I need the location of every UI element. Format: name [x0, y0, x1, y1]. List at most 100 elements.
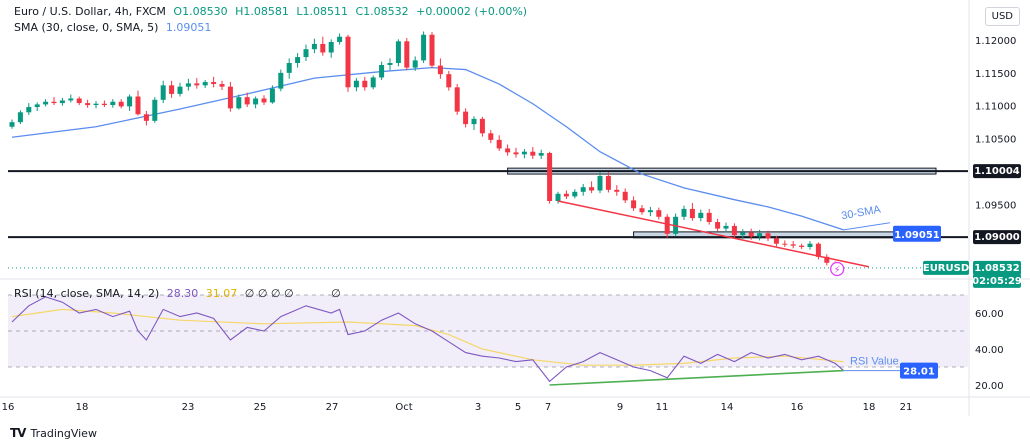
candle-body — [34, 104, 40, 108]
axis-badge-label: 02:05:29 — [972, 276, 1022, 287]
candle-body — [353, 80, 359, 88]
candle-body — [169, 85, 175, 94]
candle-body — [614, 189, 620, 192]
brand[interactable]: TV TradingView — [10, 426, 97, 440]
time-tick-label: 11 — [656, 402, 669, 413]
candle-body — [379, 64, 385, 78]
candle-body — [152, 99, 158, 121]
candle-body — [723, 225, 729, 229]
sma-legend[interactable]: SMA (30, close, 0, SMA, 5) 1.09051 — [14, 21, 215, 34]
rsi-tick-label: 20.00 — [975, 381, 1004, 392]
candle-body — [345, 36, 351, 88]
candle-body — [488, 133, 494, 140]
candle-body — [370, 77, 376, 88]
candle-body — [76, 98, 82, 104]
candle-body — [118, 101, 124, 107]
candle-body — [622, 191, 628, 201]
candle-body — [143, 114, 149, 121]
candle-body — [715, 222, 721, 229]
rsi-ma-legend-value: 31.07 — [205, 287, 238, 300]
axis-badge-bg — [973, 164, 1021, 179]
candle-body — [563, 193, 569, 197]
candle-body — [706, 212, 712, 223]
candle-body — [437, 65, 443, 75]
currency-button[interactable]: USD — [984, 7, 1020, 26]
candle-body — [580, 187, 586, 192]
rsi-legend[interactable]: RSI (14, close, SMA, 14, 2) 28.30 31.07 … — [14, 287, 345, 300]
candle-body — [43, 101, 49, 105]
ohlc-high: H1.08581 — [235, 5, 289, 18]
candle-body — [194, 83, 200, 86]
candle-body — [253, 98, 259, 105]
rsi-legend-extra: ∅ ∅ ∅ ∅ — [244, 287, 294, 300]
axis-badge-bg — [973, 273, 1021, 288]
brand-name: TradingView — [30, 426, 97, 440]
time-tick-label: 16 — [791, 402, 804, 413]
rsi-line — [11, 296, 844, 383]
axis-badge-bg — [923, 260, 969, 275]
sma-line — [11, 66, 844, 231]
candle-body — [202, 82, 208, 86]
time-tick-label: 5 — [515, 402, 521, 413]
axis-badge-bg — [893, 225, 941, 242]
ohlc-change: +0.00002 (+0.00%) — [416, 5, 528, 18]
candle-body — [269, 88, 275, 103]
candle-body — [101, 103, 107, 106]
sma-annotation-label: 30-SMA — [840, 204, 882, 223]
axis-badge-label: 1.08532 — [974, 263, 1020, 274]
candle-body — [521, 151, 527, 155]
candle-body — [631, 200, 637, 209]
time-tick-label: Oct — [395, 402, 412, 413]
candle-body — [597, 176, 603, 191]
candle-body — [773, 238, 779, 244]
time-tick-label: 27 — [326, 402, 339, 413]
candle-body — [547, 153, 553, 201]
axis-badge-label: 1.09051 — [894, 230, 940, 241]
candle-body — [765, 233, 771, 239]
axis-badge-bg — [973, 260, 1021, 275]
candle-body — [261, 98, 267, 103]
candle-body — [362, 80, 368, 88]
candle-body — [93, 103, 99, 106]
candle-body — [160, 85, 166, 100]
rsi-tick-label: 60.00 — [975, 309, 1004, 320]
candle-body — [479, 118, 485, 134]
candle-body — [278, 72, 284, 89]
candle-body — [236, 97, 242, 109]
candle-body — [404, 41, 410, 68]
sma-legend-value: 1.09051 — [165, 21, 212, 34]
candle-body — [513, 152, 519, 155]
time-tick-label: 16 — [2, 402, 15, 413]
time-tick-label: 7 — [545, 402, 551, 413]
candle-body — [471, 118, 477, 125]
ohlc-open: O1.08530 — [173, 5, 228, 18]
time-tick-label: 25 — [254, 402, 267, 413]
candle-body — [110, 101, 116, 106]
candle-body — [815, 243, 821, 257]
candle-body — [496, 139, 502, 149]
axis-badge-label: 1.10004 — [974, 166, 1020, 177]
candle-body — [227, 86, 233, 109]
candle-body — [286, 63, 292, 73]
candle-body — [429, 34, 435, 66]
candle-body — [17, 112, 23, 123]
candle-body — [337, 36, 343, 42]
support-trend-line — [557, 200, 869, 268]
candle-body — [395, 41, 401, 63]
candle-body — [589, 187, 595, 191]
candle-body — [824, 256, 830, 263]
axis-badge-bg — [973, 230, 1021, 245]
time-tick-label: 18 — [76, 402, 89, 413]
rsi-annotation-label: RSI Value — [850, 356, 899, 368]
axis-badge-label: EURUSD — [923, 263, 969, 274]
candle-body — [731, 225, 737, 236]
candle-body — [446, 74, 452, 88]
price-tick-label: 1.09500 — [975, 200, 1016, 211]
candle-body — [740, 232, 746, 236]
time-tick-label: 9 — [617, 402, 623, 413]
rsi-value-badge-bg — [900, 362, 938, 379]
chart-header: Euro / U.S. Dollar, 4h, FXCM O1.08530 H1… — [14, 5, 531, 18]
rsi-trend-line — [549, 369, 844, 386]
candle-body — [572, 191, 578, 197]
